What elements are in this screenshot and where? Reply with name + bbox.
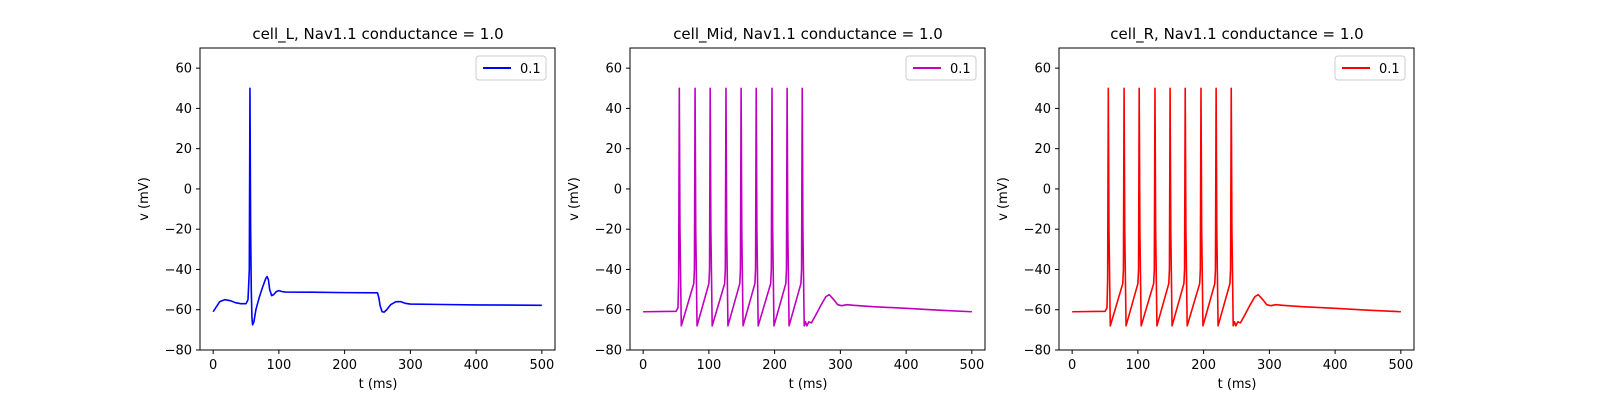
y-tick-label: −20 <box>165 223 192 238</box>
legend: 0.1 <box>905 55 977 81</box>
y-tick-label: −60 <box>1024 303 1051 318</box>
x-tick-label: 500 <box>1388 358 1413 373</box>
plot-frame <box>1058 47 1415 351</box>
y-tick-label: 40 <box>175 102 192 117</box>
x-axis-label: t (ms) <box>1218 377 1257 392</box>
y-tick-label: −80 <box>1024 344 1051 359</box>
y-tick-label: −80 <box>595 344 622 359</box>
y-tick-label: −20 <box>1024 223 1051 238</box>
plot-area: 0 100 200 300 400 500 −80 −60 −40 −20 0 20 40 60 <box>1024 47 1415 373</box>
x-tick-label: 100 <box>266 358 291 373</box>
y-tick-label: 20 <box>175 142 192 157</box>
panel-title: cell_L, Nav1.1 conductance = 1.0 <box>252 25 503 44</box>
series-line <box>643 87 972 327</box>
y-axis-label: v (mV) <box>137 177 152 221</box>
x-tick-label: 400 <box>894 358 919 373</box>
legend-label: 0.1 <box>1379 62 1400 77</box>
legend: 0.1 <box>1334 55 1406 81</box>
y-tick-label: −40 <box>595 263 622 278</box>
legend-label: 0.1 <box>950 62 971 77</box>
x-tick-label: 100 <box>1125 358 1150 373</box>
y-axis-label: v (mV) <box>996 177 1011 221</box>
plot-frame <box>629 47 986 351</box>
y-tick-label: 40 <box>1034 102 1051 117</box>
series-line <box>1072 87 1401 327</box>
panel-cell-r: cell_R, Nav1.1 conductance = 1.0 0 100 200… <box>996 25 1415 392</box>
x-tick-label: 200 <box>1191 358 1216 373</box>
y-tick-label: −80 <box>165 344 192 359</box>
series-line <box>212 87 542 326</box>
y-tick-label: 40 <box>605 102 622 117</box>
x-tick-label: 0 <box>209 358 217 373</box>
panel-title: cell_Mid, Nav1.1 conductance = 1.0 <box>673 25 943 44</box>
x-tick-label: 300 <box>398 358 423 373</box>
y-tick-label: 0 <box>614 182 622 197</box>
x-tick-label: 500 <box>529 358 554 373</box>
y-axis-label: v (mV) <box>567 177 582 221</box>
x-tick-label: 400 <box>464 358 489 373</box>
y-tick-label: 60 <box>605 62 622 77</box>
x-axis-label: t (ms) <box>789 377 828 392</box>
x-tick-label: 300 <box>1257 358 1282 373</box>
y-tick-label: −60 <box>165 303 192 318</box>
y-tick-label: 20 <box>1034 142 1051 157</box>
legend: 0.1 <box>475 55 547 81</box>
y-tick-label: −20 <box>595 223 622 238</box>
x-tick-label: 400 <box>1323 358 1348 373</box>
y-tick-label: 0 <box>1043 182 1051 197</box>
y-tick-label: −60 <box>595 303 622 318</box>
panel-cell-mid: cell_Mid, Nav1.1 conductance = 1.0 0 100 2… <box>567 25 986 392</box>
y-tick-label: −40 <box>1024 263 1051 278</box>
x-axis-label: t (ms) <box>359 377 398 392</box>
x-tick-label: 200 <box>762 358 787 373</box>
x-tick-label: 500 <box>959 358 984 373</box>
plot-area: 0 100 200 300 400 500 −80 −60 −40 −20 0 20 40 60 <box>165 47 556 373</box>
panel-cell-l: cell_L, Nav1.1 conductance = 1.0 0 100 200… <box>137 25 556 392</box>
x-tick-label: 300 <box>828 358 853 373</box>
x-tick-label: 200 <box>332 358 357 373</box>
y-tick-label: 60 <box>175 62 192 77</box>
plot-frame <box>199 47 556 351</box>
x-tick-label: 100 <box>696 358 721 373</box>
legend-label: 0.1 <box>520 62 541 77</box>
x-tick-label: 0 <box>639 358 647 373</box>
panel-title: cell_R, Nav1.1 conductance = 1.0 <box>1110 25 1363 44</box>
y-tick-label: 0 <box>184 182 192 197</box>
y-tick-label: 60 <box>1034 62 1051 77</box>
plot-area: 0 100 200 300 400 500 −80 −60 −40 −20 0 20 40 60 <box>595 47 986 373</box>
x-tick-label: 0 <box>1068 358 1076 373</box>
y-tick-label: −40 <box>165 263 192 278</box>
y-tick-label: 20 <box>605 142 622 157</box>
